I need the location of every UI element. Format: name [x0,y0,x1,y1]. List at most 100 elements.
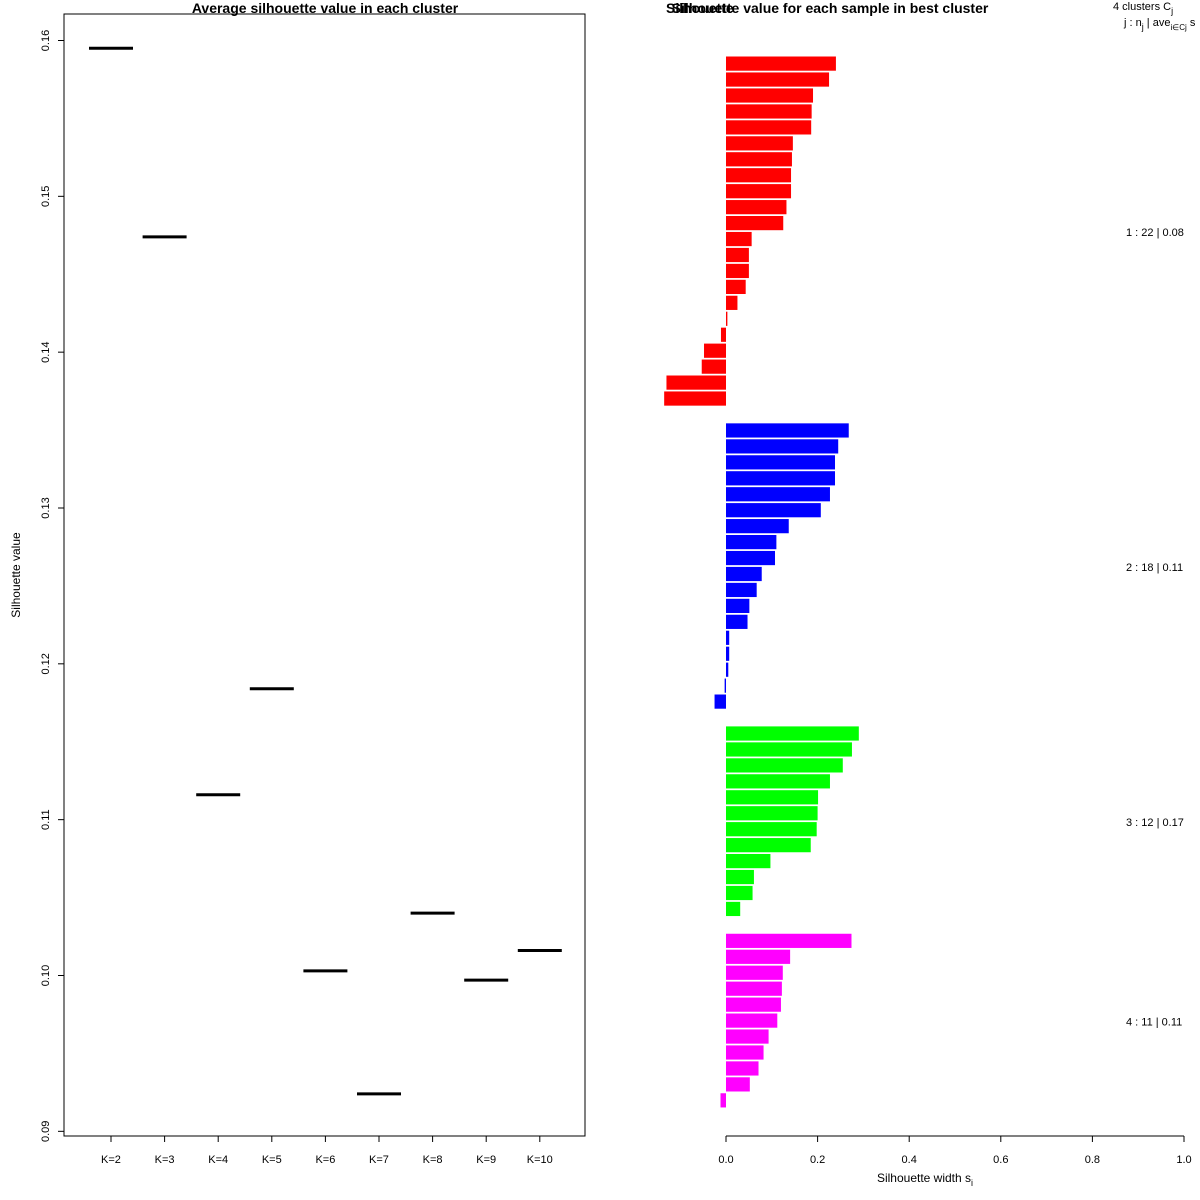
silhouette-bar [666,375,726,390]
silhouette-bar [726,774,830,789]
silhouette-bar [726,88,814,103]
left-x-tick-label: K=9 [476,1154,496,1166]
legend-header-line2: j : nj | avei∈Cj s [1123,17,1196,32]
silhouette-bar [726,598,750,613]
silhouette-bar [726,231,752,247]
silhouette-bar [726,582,757,598]
silhouette-bar [726,56,836,71]
silhouette-bar [726,1045,764,1060]
silhouette-bar [726,439,839,454]
silhouette-bar [704,343,726,358]
left-y-tick-label: 0.13 [40,497,52,518]
silhouette-bar [726,630,730,645]
silhouette-bar [726,901,741,917]
left-y-tick-label: 0.10 [40,965,52,986]
right-x-axis-label-text: Silhouette width s [877,1171,971,1185]
silhouette-bar [726,822,817,837]
silhouette-bar [726,72,830,87]
silhouette-bar [726,152,792,167]
left-x-tick-label: K=8 [423,1154,443,1166]
left-plot-frame [63,13,586,1137]
avg-silhouette-panel: Average silhouette value in each cluster… [9,0,586,1166]
right-x-tick-label: 0.6 [993,1154,1008,1166]
silhouette-bar [726,1061,759,1076]
left-x-tick-label: K=5 [262,1154,282,1166]
left-chart-title: Average silhouette value in each cluster [192,0,459,16]
left-y-tick-label: 0.14 [40,341,52,362]
silhouette-bar [664,391,726,406]
silhouette-bar [726,471,836,486]
left-x-tick-label: K=10 [527,1154,553,1166]
cluster-legend-header: 4 clusters Cj j : nj | avei∈Cj s [1113,1,1196,32]
silhouette-bar [726,1013,778,1028]
silhouette-bar [726,295,738,310]
silhouette-bar [724,678,726,693]
right-x-tick-label: 0.0 [718,1154,733,1166]
silhouette-bar [726,726,859,741]
silhouette-bar [720,327,726,342]
legend-header-line1: 4 clusters Cj [1113,1,1173,16]
sample-silhouette-panel: Silhouette Silhouette value for each sam… [664,0,1196,1188]
silhouette-bar [726,519,789,534]
left-y-tick-label: 0.15 [40,186,52,207]
silhouette-bar [726,838,811,853]
silhouette-bar [726,184,792,199]
left-data-marks [89,46,562,1096]
silhouette-bar [726,550,776,566]
silhouette-bar [720,1093,726,1108]
silhouette-bar [726,200,787,215]
silhouette-bar [726,1077,750,1092]
silhouette-bar [726,423,849,438]
cluster-summary-labels: 1 : 22 | 0.08 2 : 18 | 0.11 3 : 12 | 0.17 4… [1126,227,1184,1029]
silhouette-bar [701,359,726,374]
cluster-summary-label: 2 : 18 | 0.11 [1126,562,1183,574]
silhouette-bar [726,1029,769,1044]
right-chart-title: Silhouette value for each sample in best… [672,0,989,16]
silhouette-bar [726,247,749,263]
silhouette-bar [726,455,836,470]
legend-header-line2-tail: s [1187,17,1196,29]
left-x-tick-label: K=2 [101,1154,121,1166]
silhouette-bar [726,104,812,119]
silhouette-bar [726,263,749,279]
silhouette-bar [726,136,793,151]
silhouette-bar [726,965,783,980]
legend-header-line2-mid: | ave [1144,17,1171,29]
silhouette-bar [726,279,746,294]
silhouette-bars [664,56,859,1108]
silhouette-bar [726,933,852,948]
cluster-summary-label: 3 : 12 | 0.17 [1126,817,1184,829]
silhouette-bar [726,981,782,996]
silhouette-bar [726,646,730,661]
silhouette-bar [726,885,753,901]
silhouette-bar [726,806,818,821]
left-y-tick-label: 0.11 [40,809,52,830]
left-y-axis-label: Silhouette value [9,532,23,618]
left-x-tick-label: K=3 [155,1154,175,1166]
left-x-tick-label: K=6 [315,1154,335,1166]
silhouette-bar [726,997,781,1012]
legend-header-line2-sub2: i∈Cj [1170,23,1187,32]
left-y-tick-label: 0.12 [40,653,52,674]
legend-header-line1-sub: j [1170,6,1173,16]
silhouette-bar [726,168,792,183]
silhouette-bar [726,790,819,805]
left-y-tick-label: 0.16 [40,30,52,51]
silhouette-bar [726,311,728,326]
right-x-axis-label-sub: i [971,1178,973,1188]
right-x-tick-label: 1.0 [1176,1154,1191,1166]
right-x-axis-label: Silhouette width si [877,1171,973,1188]
left-x-tick-label: K=7 [369,1154,389,1166]
silhouette-bar [726,742,852,757]
right-chart-title-overlap: Silhouette [666,0,734,16]
silhouette-bar [726,216,784,231]
silhouette-bar [726,535,777,550]
silhouette-bar [714,694,726,709]
right-x-tick-label: 0.8 [1085,1154,1100,1166]
silhouette-bar [726,566,762,582]
silhouette-bar [726,758,843,773]
silhouette-bar [726,487,830,502]
silhouette-bar [726,869,754,885]
cluster-summary-label: 4 : 11 | 0.11 [1126,1016,1182,1028]
left-y-tick-label: 0.09 [40,1121,52,1142]
